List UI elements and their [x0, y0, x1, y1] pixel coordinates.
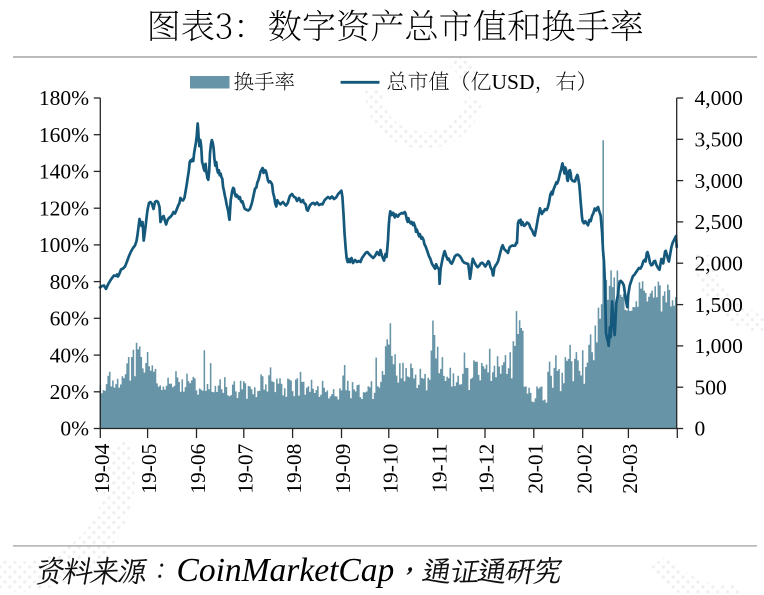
svg-text:20-01: 20-01 — [523, 444, 547, 494]
svg-text:19-11: 19-11 — [427, 444, 451, 493]
svg-text:20-03: 20-03 — [618, 444, 642, 494]
svg-text:19-05: 19-05 — [137, 444, 161, 494]
svg-text:500: 500 — [695, 375, 727, 399]
svg-text:3,500: 3,500 — [695, 128, 743, 152]
svg-text:180%: 180% — [39, 86, 89, 110]
svg-text:19-10: 19-10 — [378, 444, 402, 494]
svg-text:140%: 140% — [39, 160, 89, 184]
svg-text:120%: 120% — [39, 196, 89, 220]
svg-text:2,000: 2,000 — [695, 251, 743, 275]
svg-text:20-02: 20-02 — [572, 444, 596, 494]
svg-text:USD: USD — [492, 70, 535, 94]
svg-text:160%: 160% — [39, 123, 89, 147]
svg-text:1,000: 1,000 — [695, 334, 743, 358]
svg-text:20%: 20% — [50, 380, 90, 404]
svg-text:19-07: 19-07 — [233, 443, 257, 493]
svg-text:19-08: 19-08 — [282, 444, 306, 494]
svg-text:100%: 100% — [39, 233, 89, 257]
svg-text:80%: 80% — [50, 270, 90, 294]
svg-text:60%: 60% — [50, 307, 90, 331]
svg-text:3,000: 3,000 — [695, 169, 743, 193]
svg-text:CoinMarketCap: CoinMarketCap — [177, 552, 395, 589]
svg-text:1,500: 1,500 — [695, 293, 743, 317]
svg-text:4,000: 4,000 — [695, 86, 743, 110]
svg-text:0: 0 — [695, 417, 706, 441]
svg-text:19-09: 19-09 — [331, 444, 355, 494]
svg-text:40%: 40% — [50, 343, 90, 367]
svg-text:19-04: 19-04 — [90, 443, 114, 493]
svg-text:19-12: 19-12 — [475, 444, 499, 494]
svg-text:0%: 0% — [60, 417, 89, 441]
svg-text:2,500: 2,500 — [695, 210, 743, 234]
svg-text:19-06: 19-06 — [186, 443, 210, 493]
